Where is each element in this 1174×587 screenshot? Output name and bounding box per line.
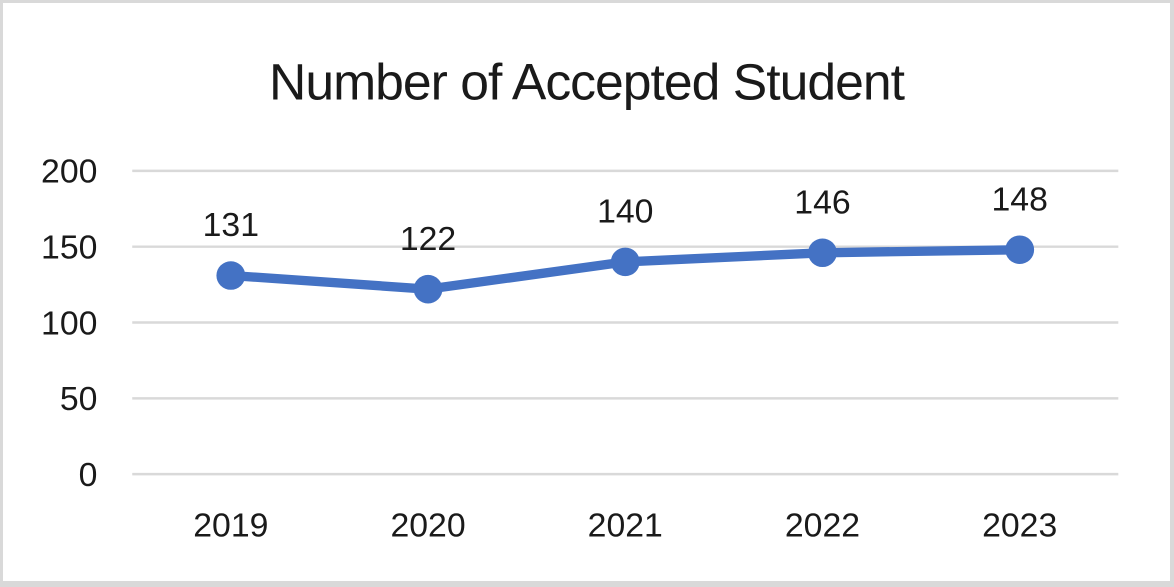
x-axis-tick-label: 2020 [390, 508, 465, 545]
data-point-marker [610, 247, 640, 277]
data-point-label: 148 [992, 181, 1048, 218]
series-group [216, 235, 1035, 304]
data-point-marker [808, 238, 837, 268]
labels-group: 2019 2020 2021 2022 2023 131 122 140 146 148 [193, 181, 1057, 544]
y-axis-tick-label: 150 [41, 230, 97, 267]
line-chart-svg: Number of Accepted Student 050100150200 … [41, 53, 1119, 545]
x-axis-tick-label: 2019 [193, 508, 268, 545]
data-point-label: 122 [400, 221, 456, 258]
y-axis-tick-label: 100 [41, 305, 97, 342]
data-point-marker [413, 274, 443, 304]
data-point-label: 140 [597, 194, 653, 231]
y-axis-tick-label: 200 [41, 154, 97, 191]
y-axis-tick-label: 0 [79, 457, 98, 494]
data-point-label: 131 [203, 207, 259, 244]
x-axis-tick-label: 2023 [982, 508, 1057, 545]
y-axis-tick-label: 50 [60, 381, 98, 418]
data-point-label: 146 [794, 185, 850, 222]
x-axis-tick-label: 2021 [588, 508, 663, 545]
data-point-marker [1005, 235, 1035, 265]
data-point-marker [216, 261, 246, 290]
chart-title: Number of Accepted Student [269, 53, 905, 111]
gridlines-group: 0 50 100 150 200 [41, 154, 1119, 494]
x-axis-tick-label: 2022 [785, 508, 860, 545]
